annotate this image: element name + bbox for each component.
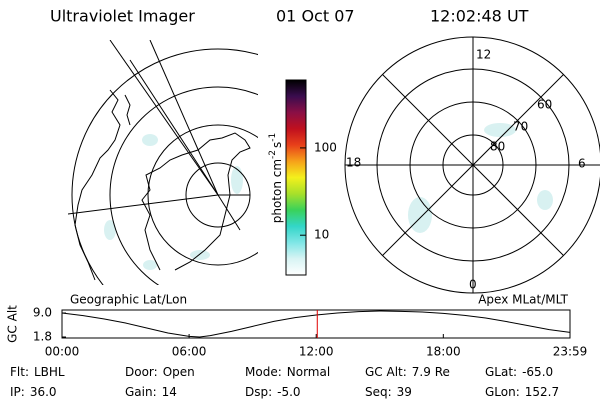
field-label: GLat:: [485, 365, 517, 379]
geo-map: [68, 40, 258, 285]
panel-label: Apex MLat/MLT: [478, 293, 568, 307]
field-label: IP:: [10, 385, 25, 399]
mlt-map: [344, 36, 600, 294]
field-label: Gain:: [125, 385, 157, 399]
x-tick-label: 12:00: [299, 345, 334, 359]
mlt-lat-label: 70: [513, 120, 528, 134]
status-field: Flt: LBHL: [10, 365, 65, 379]
field-value: Open: [163, 365, 195, 379]
x-tick-label: 23:59: [553, 345, 588, 359]
label-part: s: [270, 142, 284, 148]
x-tick-label: 18:00: [426, 345, 461, 359]
field-value: 152.7: [525, 385, 559, 399]
panel-label: Geographic Lat/Lon: [70, 293, 187, 307]
label-part: -2: [268, 150, 278, 159]
time: 12:02:48 UT: [430, 7, 529, 26]
field-label: Seq:: [365, 385, 392, 399]
colorbar-tick-label: 100: [314, 140, 337, 154]
mlt-hour-label: 0: [469, 278, 477, 292]
status-field: Door: Open: [125, 365, 195, 379]
field-value: Normal: [287, 365, 330, 379]
y-axis-label: GC Alt: [6, 305, 20, 343]
field-value: -5.0: [277, 385, 300, 399]
field-value: 7.9 Re: [412, 365, 450, 379]
status-field: GC Alt: 7.9 Re: [365, 365, 450, 379]
field-value: 14: [162, 385, 177, 399]
field-value: LBHL: [34, 365, 65, 379]
status-field: Dsp: -5.0: [245, 385, 301, 399]
mlt-hour-label: 18: [346, 156, 361, 170]
title: Ultraviolet Imager: [50, 7, 195, 26]
mlt-lat-label: 80: [490, 140, 505, 154]
colorbar: [285, 79, 307, 276]
mlt-hour-label: 6: [578, 157, 586, 171]
field-label: Flt:: [10, 365, 29, 379]
colorbar-label: photon cm-2 s-1: [268, 133, 284, 224]
status-field: IP: 36.0: [10, 385, 57, 399]
field-label: Dsp:: [245, 385, 272, 399]
status-field: GLat: -65.0: [485, 365, 553, 379]
x-tick-label: 00:00: [45, 345, 80, 359]
field-label: Door:: [125, 365, 158, 379]
date: 01 Oct 07: [276, 7, 355, 26]
colorbar-label-text: photon cm-2 s-1: [268, 133, 284, 224]
colorbar-tick-label: 10: [314, 228, 329, 242]
field-value: 36.0: [30, 385, 57, 399]
mlt-lat-label: 60: [537, 98, 552, 112]
label-part: photon cm: [270, 159, 284, 223]
x-tick-label: 06:00: [172, 345, 207, 359]
label-part: -1: [268, 133, 278, 142]
status-field: GLon: 152.7: [485, 385, 559, 399]
y-tick-label: 1.8: [33, 330, 52, 344]
altitude-line: [61, 310, 571, 338]
field-label: GLon:: [485, 385, 520, 399]
field-value: 39: [397, 385, 412, 399]
field-value: -65.0: [522, 365, 553, 379]
status-field: Seq: 39: [365, 385, 412, 399]
plot-frame: [61, 309, 571, 339]
field-label: Mode:: [245, 365, 282, 379]
status-field: Gain: 14: [125, 385, 177, 399]
field-label: GC Alt:: [365, 365, 407, 379]
status-field: Mode: Normal: [245, 365, 330, 379]
y-tick-label: 9.0: [33, 306, 52, 320]
mlt-hour-label: 12: [476, 48, 491, 62]
